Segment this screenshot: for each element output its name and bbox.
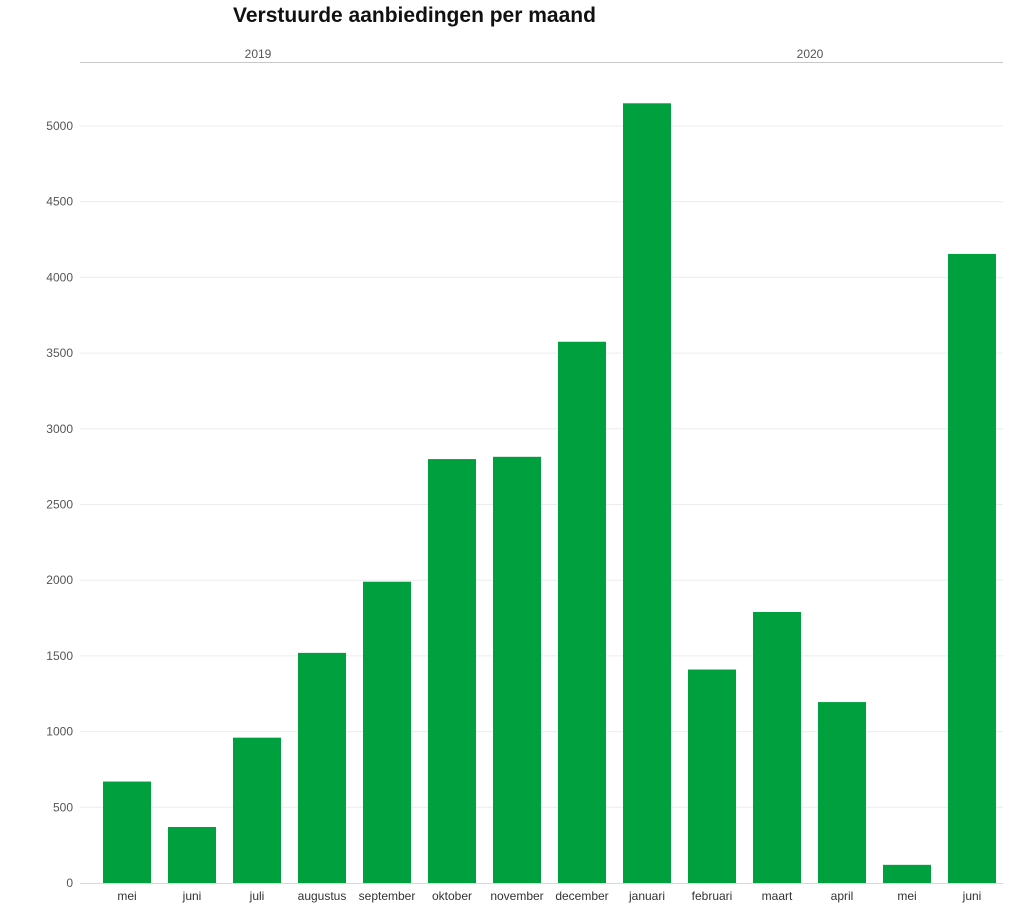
x-tick-label: maart (762, 889, 793, 903)
y-tick-label: 0 (66, 876, 73, 890)
bar (688, 669, 736, 883)
year-label: 2019 (245, 47, 272, 61)
year-label: 2020 (797, 47, 824, 61)
bar (948, 253, 996, 884)
x-tick-label: augustus (298, 889, 347, 903)
bar (233, 737, 281, 883)
bar (753, 611, 801, 883)
bar (103, 781, 151, 883)
x-tick-label: oktober (432, 889, 472, 903)
y-tick-label: 2000 (46, 573, 73, 587)
y-tick-label: 4000 (46, 270, 73, 284)
x-tick-label: mei (117, 889, 136, 903)
x-tick-label: september (359, 889, 416, 903)
y-tick-label: 5000 (46, 119, 73, 133)
y-tick-label: 1500 (46, 649, 73, 663)
x-tick-label: november (490, 889, 543, 903)
bar (493, 456, 541, 883)
bar (363, 581, 411, 883)
y-tick-label: 1000 (46, 725, 73, 739)
x-tick-label: juni (182, 889, 202, 903)
x-tick-label: juli (249, 889, 265, 903)
x-tick-label: januari (628, 889, 665, 903)
y-tick-label: 3000 (46, 422, 73, 436)
bar (168, 826, 216, 883)
grid-lines (80, 125, 1003, 884)
bar (428, 459, 476, 883)
bar (818, 702, 866, 883)
bar (558, 341, 606, 883)
y-tick-label: 500 (53, 800, 73, 814)
bars (103, 103, 996, 884)
chart-title: Verstuurde aanbiedingen per maand (233, 4, 596, 27)
x-tick-label: december (555, 889, 608, 903)
year-header: 2019 2020 (80, 47, 1003, 63)
y-tick-label: 2500 (46, 498, 73, 512)
x-tick-label: juni (962, 889, 982, 903)
y-axis-tick-labels: 0 500 1000 1500 2000 2500 3000 3500 4000 4500 5000 (46, 119, 73, 890)
x-tick-label: april (831, 889, 854, 903)
y-tick-label: 4500 (46, 195, 73, 209)
y-tick-label: 3500 (46, 346, 73, 360)
x-axis-tick-labels: mei juni juli augustus september oktober novem… (117, 889, 981, 903)
x-tick-label: februari (692, 889, 733, 903)
x-tick-label: mei (897, 889, 916, 903)
bar (298, 652, 346, 883)
bar (623, 103, 671, 884)
bar (883, 864, 931, 883)
